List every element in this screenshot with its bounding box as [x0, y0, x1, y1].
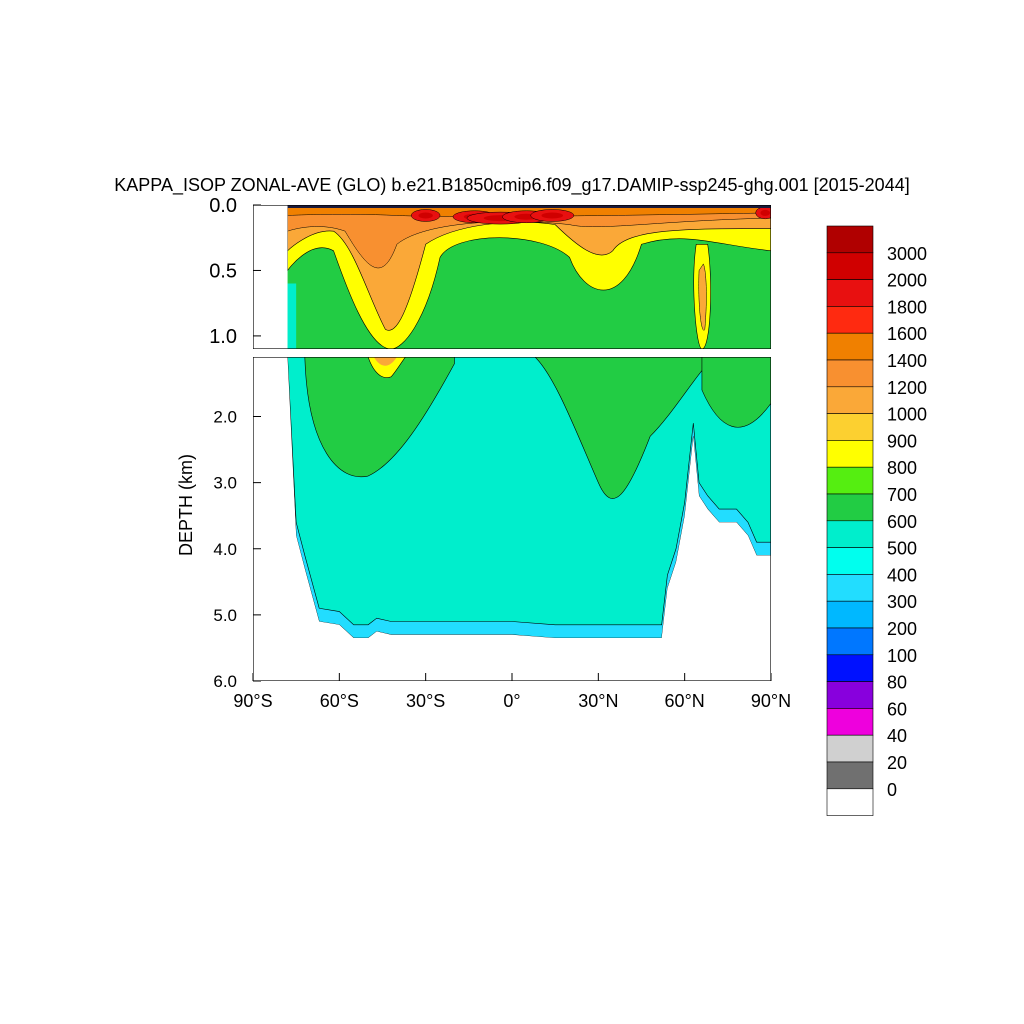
colorbar-swatch	[826, 493, 874, 522]
colorbar-label: 0	[887, 780, 897, 800]
colorbar-label: 60	[887, 699, 907, 719]
colorbar-label: 80	[887, 673, 907, 693]
colorbar-label: 1600	[887, 324, 927, 344]
y-tick-label-lower: 3.0	[213, 474, 237, 493]
colorbar-swatch	[826, 627, 874, 656]
colorbar-swatch	[826, 225, 874, 254]
x-tick-label: 30°N	[578, 691, 618, 711]
colorbar-swatch	[826, 708, 874, 736]
y-axis-label: DEPTH (km)	[176, 454, 196, 556]
colorbar-label: 1000	[887, 405, 927, 425]
colorbar-label: 3000	[887, 244, 927, 264]
colorbar: 3000200018001600140012001000900800700600…	[826, 225, 927, 816]
colorbar-swatch	[826, 761, 874, 790]
colorbar-label: 800	[887, 458, 917, 478]
field-600-700-south	[304, 357, 455, 478]
colorbar-label: 1800	[887, 297, 927, 317]
chart-title: KAPPA_ISOP ZONAL-AVE (GLO) b.e21.B1850cm…	[114, 175, 909, 196]
field-plume-orange	[698, 263, 707, 331]
colorbar-label: 300	[887, 592, 917, 612]
y-tick-label-upper: 0.0	[209, 195, 237, 217]
x-tick-label: 60°S	[320, 691, 359, 711]
field-600-700-north	[534, 357, 708, 499]
colorbar-label: 200	[887, 619, 917, 639]
upper-depth-panel	[253, 205, 771, 349]
y-tick-label-lower: 4.0	[213, 540, 237, 559]
colorbar-swatch	[826, 252, 874, 280]
colorbar-swatch	[826, 279, 874, 307]
colorbar-swatch	[826, 681, 874, 709]
field-500-600	[287, 283, 297, 349]
colorbar-swatch	[826, 600, 874, 629]
field-max-darkred	[418, 212, 433, 219]
colorbar-label: 700	[887, 485, 917, 505]
colorbar-label: 20	[887, 753, 907, 773]
x-tick-label: 30°S	[406, 691, 445, 711]
colorbar-label: 1200	[887, 378, 927, 398]
x-tick-label: 90°S	[233, 691, 272, 711]
colorbar-swatch	[826, 574, 874, 602]
colorbar-swatch	[826, 386, 874, 414]
colorbar-swatch	[826, 466, 874, 495]
colorbar-label: 100	[887, 646, 917, 666]
colorbar-label: 400	[887, 565, 917, 585]
axes: 90°S 60°S 30°S 0° 30°N 60°N 90°N 0.0 0.5 1.0 2.0 3.…	[209, 195, 791, 711]
land-mask-lower	[253, 357, 771, 681]
colorbar-label: 40	[887, 726, 907, 746]
colorbar-label: 600	[887, 512, 917, 532]
field-max-darkred	[541, 212, 564, 219]
colorbar-label: 500	[887, 539, 917, 559]
y-tick-label-upper: 0.5	[209, 260, 237, 282]
y-tick-label-lower: 2.0	[213, 408, 237, 427]
colorbar-swatch	[826, 788, 874, 816]
colorbar-label: 900	[887, 431, 917, 451]
y-tick-label-lower: 5.0	[213, 606, 237, 625]
colorbar-swatch	[826, 520, 874, 548]
colorbar-label: 2000	[887, 271, 927, 291]
colorbar-swatch	[826, 440, 874, 468]
field-1000-lobe	[373, 357, 397, 366]
colorbar-swatch	[826, 306, 874, 334]
colorbar-swatch	[826, 332, 874, 361]
x-tick-label: 90°N	[751, 691, 791, 711]
colorbar-swatch	[826, 413, 874, 441]
field-1200-1400	[287, 207, 771, 269]
land-mask-upper	[253, 205, 288, 349]
y-tick-label-upper: 1.0	[209, 326, 237, 348]
y-tick-label-lower: 6.0	[213, 672, 237, 691]
x-tick-label: 0°	[503, 691, 520, 711]
colorbar-swatch	[826, 359, 874, 388]
x-tick-label: 60°N	[665, 691, 705, 711]
colorbar-label: 1400	[887, 351, 927, 371]
field-max-darkred	[760, 209, 771, 216]
lower-depth-panel	[253, 357, 771, 681]
field-800-lobe	[367, 357, 406, 378]
field-1000-1200	[287, 207, 771, 331]
colorbar-swatch	[826, 654, 874, 682]
colorbar-swatch	[826, 734, 874, 763]
colorbar-swatch	[826, 547, 874, 575]
surface-layer	[287, 205, 771, 208]
